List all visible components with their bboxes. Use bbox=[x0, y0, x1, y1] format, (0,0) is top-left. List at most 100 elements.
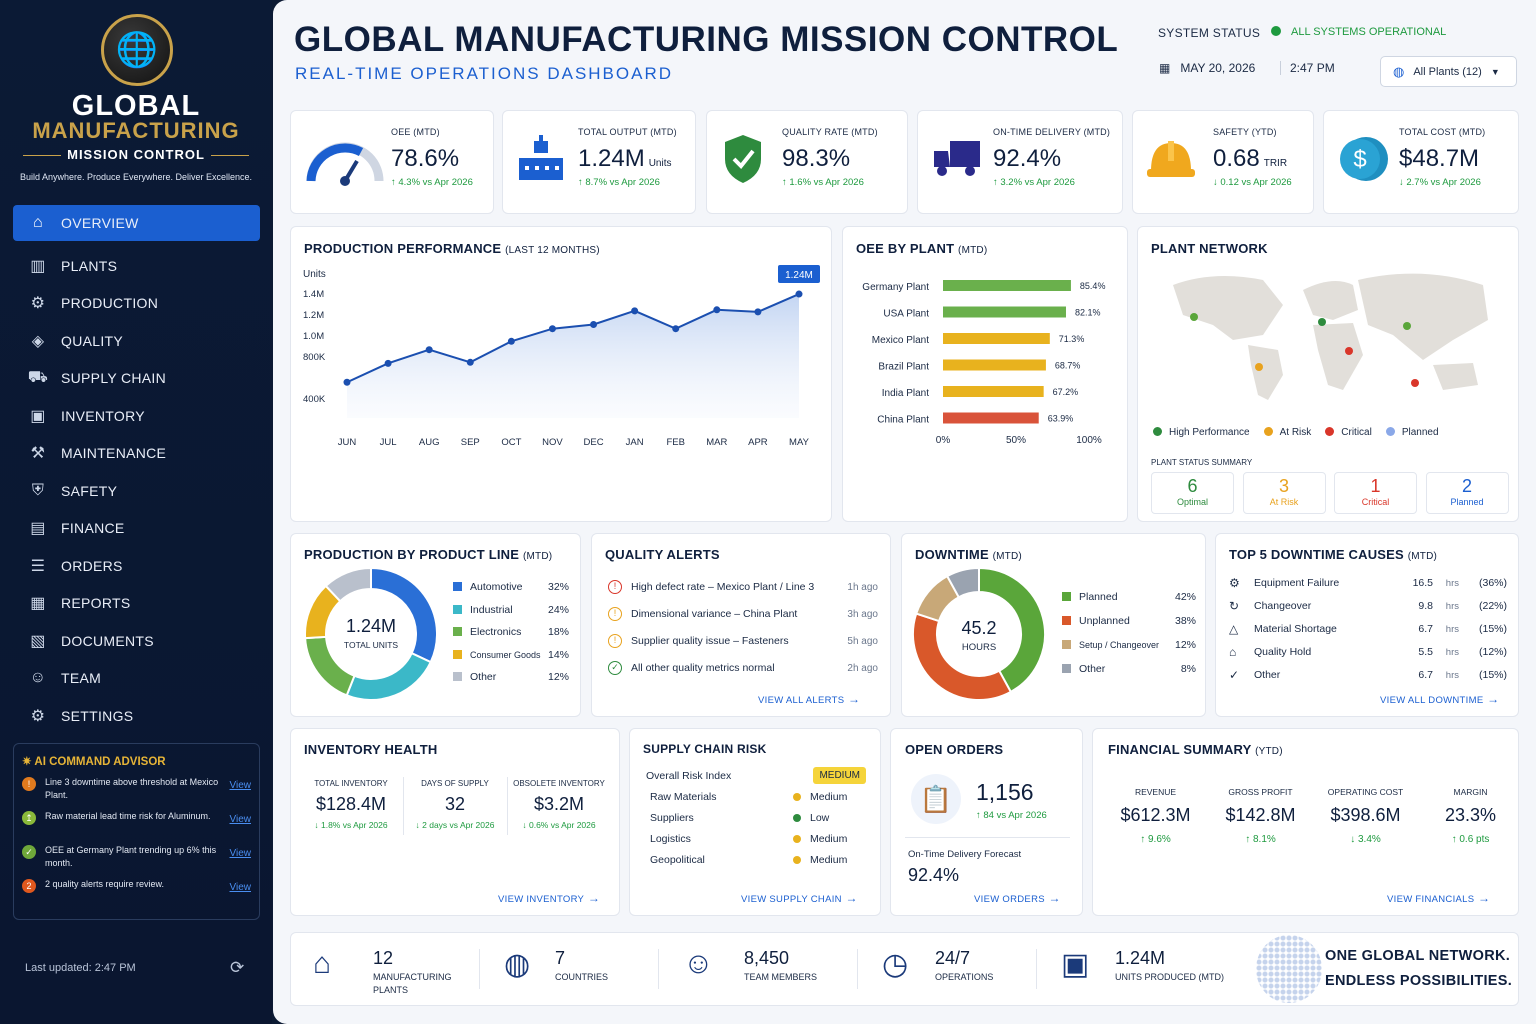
nav-team[interactable]: ☺ TEAM bbox=[13, 660, 260, 698]
nav-settings[interactable]: ⚙ SETTINGS bbox=[13, 697, 260, 735]
advisor-view-link[interactable]: View bbox=[229, 848, 252, 859]
svg-text:$: $ bbox=[1353, 146, 1366, 173]
view-orders-link[interactable]: VIEW ORDERS bbox=[974, 891, 1061, 905]
kpi-card[interactable]: $ TOTAL COST (MTD) $48.7M ↓ 2.7% vs Apr 202… bbox=[1323, 110, 1519, 214]
plant-status-planned[interactable]: 2 Planned bbox=[1425, 472, 1509, 514]
advisor-item-icon: ↥ bbox=[22, 811, 36, 825]
production-point[interactable] bbox=[672, 325, 680, 333]
quality-alert-item[interactable]: ! Dimensional variance – China Plant 3h ag… bbox=[608, 607, 878, 621]
product-line-slice[interactable] bbox=[345, 651, 433, 701]
advisor-item-icon: ✓ bbox=[22, 845, 36, 859]
x-tick-label: JUN bbox=[338, 437, 357, 448]
quality-alert-item[interactable]: ✓ All other quality metrics normal 2h ago bbox=[608, 661, 878, 675]
advisor-view-link[interactable]: View bbox=[229, 882, 252, 893]
oee-bar[interactable] bbox=[943, 359, 1046, 371]
oee-bar[interactable] bbox=[943, 306, 1066, 318]
nav-inventory[interactable]: ▣ INVENTORY bbox=[13, 397, 260, 435]
production-point[interactable] bbox=[343, 378, 351, 386]
view-financials-link[interactable]: VIEW FINANCIALS bbox=[1387, 891, 1490, 905]
nav-label: TEAM bbox=[61, 670, 102, 687]
nav-orders[interactable]: ☰ ORDERS bbox=[13, 547, 260, 585]
x-tick-label: JAN bbox=[626, 437, 644, 448]
kpi-card[interactable]: QUALITY RATE (MTD) 98.3% ↑ 1.6% vs Apr 202… bbox=[706, 110, 908, 214]
kpi-card[interactable]: SAFETY (YTD) 0.68 TRIR ↓ 0.12 vs Apr 2026 bbox=[1132, 110, 1314, 214]
nav-supply-chain[interactable]: ⛟ SUPPLY CHAIN bbox=[13, 360, 260, 398]
kpi-card[interactable]: OEE (MTD) 78.6% ↑ 4.3% vs Apr 2026 bbox=[290, 110, 494, 214]
legend-row: Planned 42% bbox=[1062, 591, 1196, 603]
quality-alert-item[interactable]: ! High defect rate – Mexico Plant / Line … bbox=[608, 580, 878, 594]
downtime-slice[interactable] bbox=[912, 612, 1013, 701]
oee-bar[interactable] bbox=[943, 280, 1071, 291]
view-supply-chain-link[interactable]: VIEW SUPPLY CHAIN bbox=[741, 891, 858, 905]
nav-reports[interactable]: ▦ REPORTS bbox=[13, 585, 260, 623]
production-point[interactable] bbox=[466, 358, 474, 366]
oee-bar[interactable] bbox=[943, 386, 1044, 397]
oee-bar[interactable] bbox=[943, 412, 1039, 424]
legend-dot-icon bbox=[1153, 427, 1162, 436]
plant-marker-germany[interactable] bbox=[1318, 318, 1326, 326]
nav-safety-icon: ⛨ bbox=[31, 481, 45, 499]
nav-quality[interactable]: ◈ QUALITY bbox=[13, 322, 260, 360]
downtime-slice[interactable] bbox=[945, 566, 980, 599]
production-point[interactable] bbox=[384, 359, 392, 367]
nav-maintenance[interactable]: ⚒ MAINTENANCE bbox=[13, 435, 260, 473]
footer-stat-label: COUNTRIES bbox=[555, 972, 609, 982]
x-tick-label: MAY bbox=[789, 437, 810, 448]
legend-label: Other bbox=[1079, 663, 1106, 675]
plant-network-title: PLANT NETWORK bbox=[1151, 241, 1268, 256]
plant-status-critical[interactable]: 1 Critical bbox=[1334, 472, 1417, 514]
production-point[interactable] bbox=[754, 308, 762, 316]
plant-marker-mexico[interactable] bbox=[1255, 363, 1263, 371]
production-point[interactable] bbox=[425, 346, 433, 354]
current-time: 2:47 PM bbox=[1280, 61, 1335, 75]
kpi-card[interactable]: TOTAL OUTPUT (MTD) 1.24M Units ↑ 8.7% vs Ap… bbox=[502, 110, 696, 214]
downtime-slice[interactable] bbox=[978, 566, 1046, 694]
nav-production[interactable]: ⚙ PRODUCTION bbox=[13, 285, 260, 323]
financial-stat-delta: ↓ 3.4% bbox=[1350, 834, 1381, 845]
plant-status-optimal[interactable]: 6 Optimal bbox=[1151, 472, 1234, 514]
production-point[interactable] bbox=[795, 290, 803, 298]
nav-plants[interactable]: ▥ PLANTS bbox=[13, 247, 260, 285]
oee-bar[interactable] bbox=[943, 333, 1050, 344]
oee-value-label: 85.4% bbox=[1080, 281, 1106, 291]
nav-overview[interactable]: ⌂ OVERVIEW bbox=[13, 205, 260, 241]
production-point[interactable] bbox=[713, 306, 721, 314]
x-tick-label: NOV bbox=[542, 437, 563, 448]
nav-safety[interactable]: ⛨ SAFETY bbox=[13, 472, 260, 510]
plant-status-at-risk[interactable]: 3 At Risk bbox=[1242, 472, 1326, 514]
nav-maintenance-icon: ⚒ bbox=[30, 445, 46, 463]
alert-text: All other quality metrics normal bbox=[631, 662, 775, 674]
nav-documents[interactable]: ▧ DOCUMENTS bbox=[13, 622, 260, 660]
alert-text: Supplier quality issue – Fasteners bbox=[631, 635, 789, 647]
production-point[interactable] bbox=[548, 325, 556, 333]
view-all-downtime-link[interactable]: VIEW ALL DOWNTIME bbox=[1380, 692, 1499, 706]
risk-category: Suppliers bbox=[650, 812, 694, 824]
view-inventory-link[interactable]: VIEW INVENTORY bbox=[498, 891, 600, 905]
supply-risk-row: Suppliers Low bbox=[650, 812, 860, 824]
advisor-view-link[interactable]: View bbox=[229, 780, 252, 791]
nav-finance[interactable]: ▤ FINANCE bbox=[13, 510, 260, 548]
plant-marker-china[interactable] bbox=[1403, 322, 1411, 330]
production-point[interactable] bbox=[590, 321, 598, 328]
plant-select[interactable]: ◍ All Plants (12) ▼ bbox=[1380, 56, 1517, 87]
cause-hours: 16.5 bbox=[1412, 577, 1433, 589]
advisor-view-link[interactable]: View bbox=[229, 814, 252, 825]
plant-marker-india[interactable] bbox=[1345, 347, 1353, 355]
product-line-slice[interactable] bbox=[324, 566, 372, 603]
financial-stat-label: OPERATING COST bbox=[1327, 787, 1404, 797]
kpi-icon bbox=[1147, 133, 1227, 188]
downtime-title: DOWNTIME (MTD) bbox=[915, 547, 1022, 562]
supply-risk-row: Logistics Medium bbox=[650, 833, 860, 845]
plant-marker-usa[interactable] bbox=[1190, 313, 1198, 321]
plant-marker-asia[interactable] bbox=[1411, 379, 1419, 387]
network-legend-item: Planned bbox=[1385, 427, 1439, 438]
quality-alert-item[interactable]: ! Supplier quality issue – Fasteners 5h ag… bbox=[608, 634, 878, 648]
risk-level: Low bbox=[810, 812, 830, 824]
plant-status-summary-label: PLANT STATUS SUMMARY bbox=[1151, 458, 1253, 467]
refresh-icon[interactable]: ⟳ bbox=[230, 958, 245, 977]
view-all-alerts-link[interactable]: VIEW ALL ALERTS bbox=[758, 692, 860, 706]
production-point[interactable] bbox=[631, 307, 639, 315]
production-point[interactable] bbox=[507, 337, 515, 345]
legend-row: Industrial 24% bbox=[453, 604, 569, 616]
kpi-card[interactable]: ON-TIME DELIVERY (MTD) 92.4% ↑ 3.2% vs Apr… bbox=[917, 110, 1123, 214]
